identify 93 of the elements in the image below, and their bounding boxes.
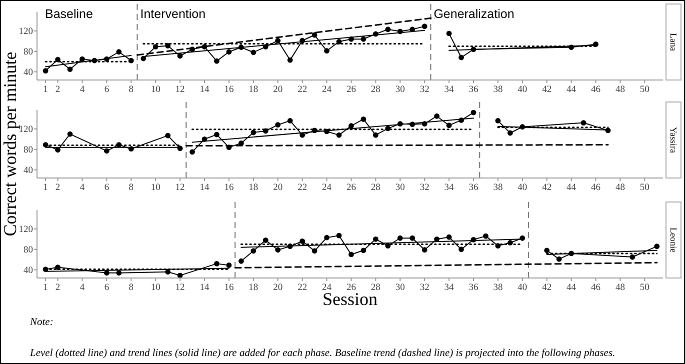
x-tick-label: 4 (80, 283, 85, 293)
x-tick-label: 46 (591, 183, 601, 193)
x-tick-label: 34 (444, 183, 454, 193)
x-tick-label: 34 (444, 283, 454, 293)
x-tick-label: 38 (493, 85, 503, 95)
y-tick-label: 80 (24, 48, 34, 58)
x-tick-label: 38 (493, 183, 503, 193)
x-tick-label: 34 (444, 85, 454, 95)
y2-axis-title: Leonie (668, 228, 678, 252)
y-tick-label: 120 (18, 125, 34, 136)
x-tick-label: 44 (566, 85, 576, 95)
x-tick-label: 1 (43, 85, 48, 95)
x-tick-label: 44 (566, 183, 576, 193)
x-tick-label: 28 (370, 183, 381, 193)
x-tick-label: 42 (542, 183, 552, 193)
x-tick-label: 50 (640, 183, 650, 193)
x-tick-label: 6 (104, 183, 110, 193)
x-tick-label: 36 (468, 283, 478, 293)
y-tick-label: 120 (18, 27, 34, 38)
y-tick-label: 80 (24, 246, 34, 256)
x-tick-label: 2 (55, 183, 60, 193)
x-tick-label: 48 (615, 85, 626, 95)
x-tick-label: 42 (542, 85, 552, 95)
x-tick-label: 1 (43, 183, 48, 193)
x-tick-label: 6 (104, 85, 110, 95)
x-tick-label: 14 (200, 283, 210, 293)
x-tick-label: 40 (518, 85, 528, 95)
x-tick-label: 28 (370, 85, 381, 95)
annotation: Baseline (45, 7, 93, 21)
x-tick-label: 8 (128, 283, 134, 293)
x-tick-label: 42 (542, 283, 552, 293)
x-tick-label: 16 (224, 85, 234, 95)
y-tick-label: 40 (24, 266, 34, 276)
x-tick-label: 32 (420, 85, 430, 95)
x-tick-label: 10 (150, 283, 161, 293)
x-tick-label: 46 (591, 85, 601, 95)
annotation: Intervention (140, 7, 206, 21)
text: Level (dotted line) and trend lines (solid line) are added for each phase. Baseline trend (dashed line) is projected into the following phases. (29, 348, 616, 359)
y-tick-label: 80 (24, 146, 34, 156)
x-tick-label: 30 (395, 85, 406, 95)
x-tick-label: 32 (420, 283, 430, 293)
x-tick-label: 36 (468, 85, 478, 95)
x-tick-label: 24 (322, 183, 332, 193)
x-tick-label: 1 (43, 283, 48, 293)
annotation: Generalization (434, 7, 514, 21)
x-tick-label: 32 (420, 183, 430, 193)
y2-axis-title: Yassira (668, 126, 678, 154)
x-tick-label: 18 (248, 85, 258, 95)
x-tick-label: 14 (200, 183, 210, 193)
x-tick-label: 14 (200, 85, 210, 95)
y-tick-label: 40 (24, 166, 34, 176)
x-tick-label: 22 (298, 183, 308, 193)
x-tick-label: 4 (80, 85, 85, 95)
x-tick-label: 22 (298, 283, 308, 293)
x-tick-label: 26 (346, 85, 356, 95)
x-tick-label: 40 (518, 283, 528, 293)
x-tick-label: 12 (175, 283, 186, 293)
x-tick-label: 36 (468, 183, 478, 193)
x-tick-label: 16 (224, 283, 234, 293)
x-tick-label: 50 (640, 283, 650, 293)
y-tick-label: 120 (18, 225, 34, 236)
y-tick-label: 40 (24, 68, 34, 78)
x-tick-label: 44 (566, 283, 576, 293)
x-tick-label: 48 (615, 283, 626, 293)
x-tick-label: 10 (150, 85, 161, 95)
y2-axis-title: Lana (668, 33, 678, 51)
x-tick-label: 18 (248, 183, 258, 193)
x-tick-label: 16 (224, 183, 234, 193)
x-tick-label: 40 (518, 183, 528, 193)
x-tick-label: 38 (493, 283, 503, 293)
x-tick-label: 8 (128, 85, 134, 95)
x-tick-label: 24 (322, 85, 332, 95)
x-tick-label: 46 (591, 283, 601, 293)
x-tick-label: 12 (175, 183, 186, 193)
x-tick-label: 8 (128, 183, 134, 193)
x-tick-label: 48 (615, 183, 626, 193)
x-tick-label: 4 (80, 183, 85, 193)
x-tick-label: 20 (273, 85, 283, 95)
x-tick-label: 10 (150, 183, 161, 193)
x-tick-label: 30 (395, 183, 406, 193)
x-tick-label: 2 (55, 283, 60, 293)
x-tick-label: 20 (273, 283, 283, 293)
x-tick-label: 26 (346, 183, 356, 193)
x-tick-label: 6 (104, 283, 110, 293)
x-tick-label: 50 (640, 85, 650, 95)
x-tick-label: 18 (248, 283, 258, 293)
x-tick-label: 2 (55, 85, 60, 95)
x-tick-label: 12 (175, 85, 186, 95)
x-tick-label: 30 (395, 283, 406, 293)
y-axis-title: Correct words per minute (0, 52, 20, 236)
text: Note: (29, 317, 54, 328)
x-tick-label: 22 (298, 85, 308, 95)
x-tick-label: 20 (273, 183, 283, 193)
